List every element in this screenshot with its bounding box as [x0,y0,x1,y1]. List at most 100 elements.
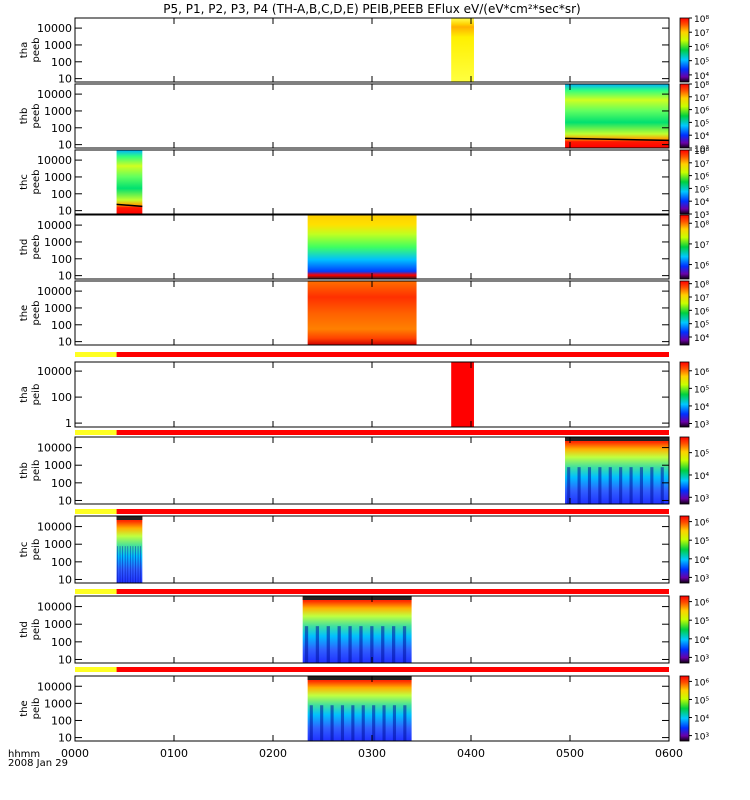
panel-probe-label: thd [19,239,30,256]
y-tick-label: 100 [51,714,72,727]
spectrogram-block-thb-peeb-0 [565,84,669,148]
noise-streak [309,705,313,741]
y-tick-label: 100 [51,636,72,649]
y-tick-label: 1000 [44,39,72,52]
colorbar-tick-label: 10⁷ [694,241,709,251]
y-tick-label: 10 [58,139,72,152]
x-tick-label: 0200 [259,747,287,760]
colorbar-tick-label: 10⁵ [694,58,709,68]
panel-product-label: peib [31,698,42,720]
footer-hhmm-label: hhmm [8,749,40,760]
panel-tha-peeb: 10000 1000 100 10 tha peeb 10⁸ 10⁷ 10⁶ 10⁵ 10⁴ [19,15,709,86]
y-tick-label: 100 [51,319,72,332]
colorbar-tick-label: 10⁵ [694,185,709,195]
colorbar-tick-label: 10⁴ [694,715,709,725]
x-tick-label: 0000 [61,747,89,760]
colorbar-tick-label: 10⁶ [694,519,709,529]
mode-bar-yellow [75,430,117,435]
spectrogram-block-tha-peeb-0 [451,18,474,82]
noise-streak [567,467,571,504]
y-tick-label: 100 [51,253,72,266]
colorbar-tick-label: 10⁵ [694,450,709,460]
panel-product-label: peib [31,384,42,406]
colorbar-tick-label: 10³ [694,145,709,155]
y-tick-label: 1000 [44,105,72,118]
colorbar-tick-label: 10⁴ [694,132,709,142]
mode-bar-red [116,667,669,672]
figure-title: P5, P1, P2, P3, P4 (TH-A,B,C,D,E) PEIB,P… [163,2,580,16]
noise-streak [330,705,334,741]
noise-streak [402,626,407,663]
footer-date-label: 2008 Jan 29 [8,758,68,769]
colorbar-tick-label: 10⁸ [694,81,709,91]
colorbar-tick-label: 10⁵ [694,537,709,547]
noise-streak [381,626,385,663]
panel-probe-label: the [19,700,30,716]
noise-streak [403,705,407,741]
noise-streak [587,467,592,504]
sc-potential-trace [565,137,670,142]
colorbar-tick-label: 10⁷ [694,160,709,170]
colorbar-tick-label: 10⁴ [694,334,709,344]
colorbar-tick-label: 10⁶ [694,678,709,688]
colorbar-thd-peeb [679,214,690,280]
noise-streak [124,546,126,583]
y-tick-label: 1000 [44,236,72,249]
colorbar-tick-label: 10⁸ [694,15,709,25]
panel-product-label: peeb [31,301,42,326]
colorbar-tick-label: 10⁴ [694,556,709,566]
colorbar-thb-peeb [679,83,690,149]
colorbar-the-peeb [679,280,690,346]
noise-streak [361,705,365,741]
y-tick-label: 10 [58,653,72,666]
colorbar-thb-peib [679,436,690,505]
mode-bar-red [116,509,669,514]
y-tick-label: 1000 [44,618,72,631]
colorbar-tick-label: 10⁶ [694,599,709,609]
noise-streak [629,467,633,504]
y-tick-label: 100 [51,477,72,490]
mode-bar-yellow [75,352,117,357]
noise-streak [304,626,309,663]
colorbar-tick-label: 10⁶ [694,107,709,117]
y-tick-label: 10000 [37,22,72,35]
noise-streak [608,467,612,504]
colorbar-tick-label: 10⁶ [694,307,709,317]
panel-product-label: peeb [31,38,42,63]
colorbar-tick-label: 10⁶ [694,173,709,183]
saturation-strip [302,596,412,600]
panel-thc-peib: 10000 1000 100 10 thc peib 10⁶ 10⁵ 10⁴ 10³ [19,509,709,586]
noise-streak [619,467,623,504]
noise-streak [127,546,129,583]
noise-streak [650,467,654,504]
noise-streak [132,546,134,583]
y-tick-label: 10000 [37,219,72,232]
colorbar-thd-peib [679,595,690,664]
panel-probe-label: thc [19,542,30,558]
panel-product-label: peeb [31,235,42,260]
colorbar-tick-label: 10³ [694,733,709,743]
colorbar-tick-label: 10⁴ [694,198,709,208]
noise-streak [340,705,345,741]
y-tick-label: 10000 [37,365,72,378]
panel-product-label: peib [31,460,42,482]
x-tick-label: 0100 [160,747,188,760]
y-tick-label: 1000 [44,459,72,472]
x-tick-label: 0600 [655,747,683,760]
y-tick-label: 10000 [37,285,72,298]
y-tick-label: 10 [58,573,72,586]
mode-bar-red [116,589,669,594]
y-tick-label: 100 [51,391,72,404]
mode-bar-yellow [75,589,117,594]
colorbar-tick-label: 10⁴ [694,72,709,82]
panel-product-label: peeb [31,170,42,195]
noise-streak [315,626,320,663]
colorbar-tha-peib [679,361,690,428]
panel-thb-peeb: 10000 1000 100 10 thb peeb 10⁸ 10⁷ 10⁶ 10⁵ 10⁴ 10³ [19,81,709,155]
colorbar-tick-label: 10³ [694,494,709,504]
mode-bar-yellow [75,667,117,672]
noise-streak [348,626,352,663]
noise-streak [577,467,581,504]
panel-tha-peib: 10000 100 1 tha peib 10⁶ 10⁵ 10⁴ 10³ [19,352,709,430]
